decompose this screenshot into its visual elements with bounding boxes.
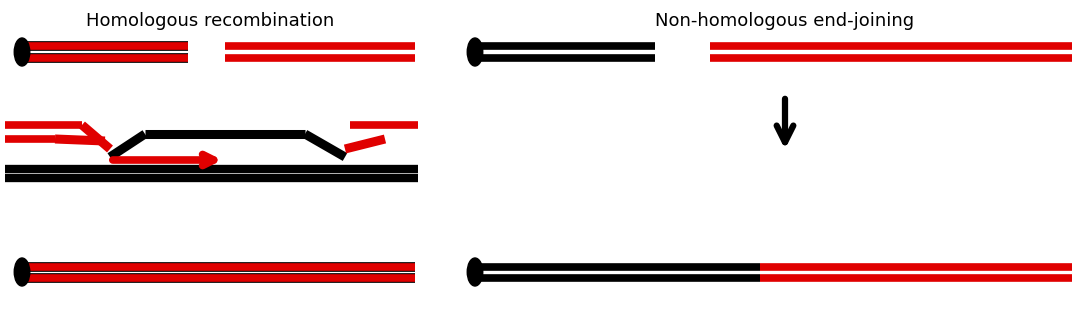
Ellipse shape	[14, 38, 30, 66]
Ellipse shape	[14, 258, 30, 286]
Ellipse shape	[467, 258, 482, 286]
Text: Non-homologous end-joining: Non-homologous end-joining	[655, 12, 915, 30]
Text: Homologous recombination: Homologous recombination	[86, 12, 334, 30]
Ellipse shape	[467, 38, 482, 66]
